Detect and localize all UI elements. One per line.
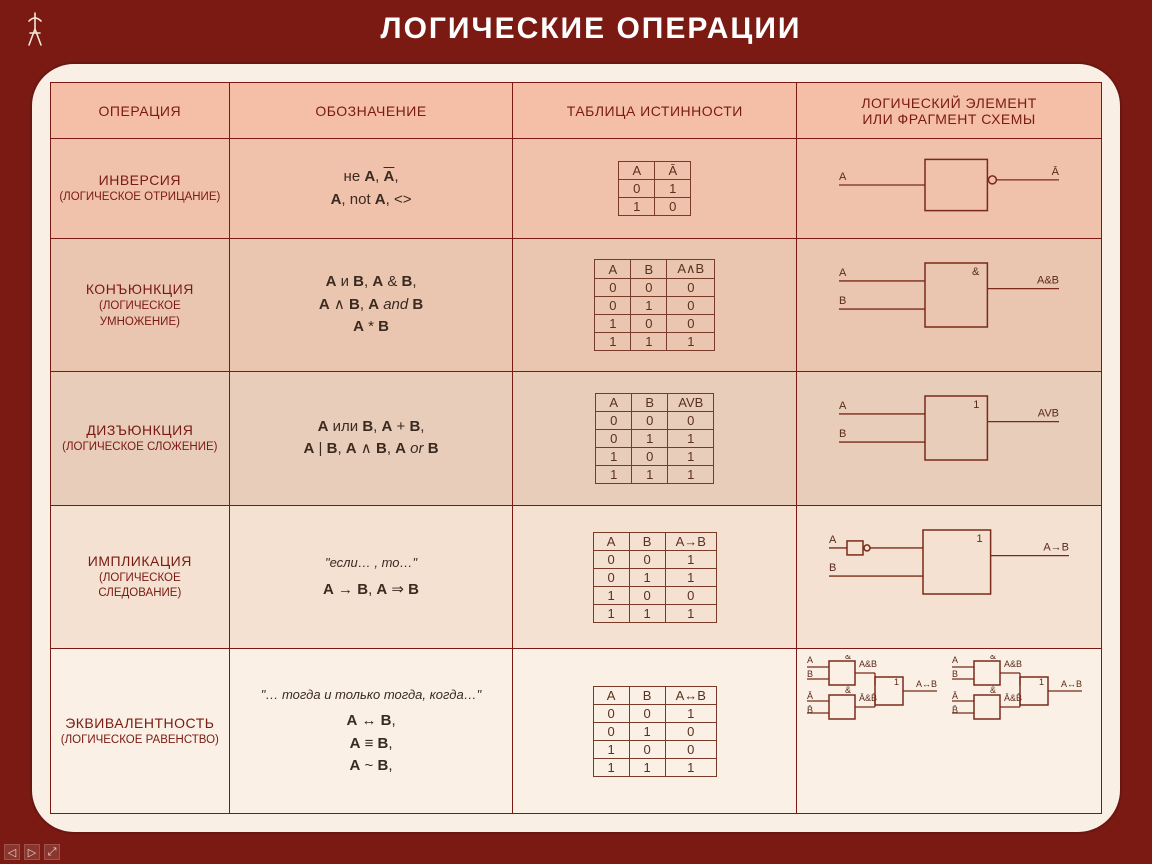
truth-table: ABA∧B000010100111	[594, 259, 715, 351]
operation-row: ИМПЛИКАЦИЯ(ЛОГИЧЕСКОЕ СЛЕДОВАНИЕ)"если… …	[51, 505, 1102, 649]
operations-table: ОПЕРАЦИЯ ОБОЗНАЧЕНИЕ ТАБЛИЦА ИСТИННОСТИ …	[50, 82, 1102, 814]
gate-diagram: 1 A B AVB	[805, 378, 1093, 498]
operation-notation: не A, A,A, not A, <>	[229, 139, 513, 239]
operation-notation: "… тогда и только тогда, когда…" A ↔ B,A …	[229, 649, 513, 814]
col-element: ЛОГИЧЕСКИЙ ЭЛЕМЕНТ ИЛИ ФРАГМЕНТ СХЕМЫ	[797, 83, 1102, 139]
svg-text:Ā: Ā	[952, 691, 958, 701]
col-operation: ОПЕРАЦИЯ	[51, 83, 230, 139]
gate-diagram: &&ABĀB̄A&BĀ&B̄1A↔B&&ABĀB̄A&BĀ&B̄1A↔B	[805, 655, 1093, 807]
svg-text:A: A	[839, 400, 847, 412]
header-row: ОПЕРАЦИЯ ОБОЗНАЧЕНИЕ ТАБЛИЦА ИСТИННОСТИ …	[51, 83, 1102, 139]
operation-row: ИНВЕРСИЯ(ЛОГИЧЕСКОЕ ОТРИЦАНИЕ)не A, A,A,…	[51, 139, 1102, 239]
operation-truth: ABA→B001011100111	[513, 505, 797, 649]
svg-text:A↔B: A↔B	[1061, 679, 1082, 689]
svg-text:B: B	[807, 669, 813, 679]
svg-text:B̄: B̄	[952, 705, 958, 715]
operation-name: ДИЗЪЮНКЦИЯ(ЛОГИЧЕСКОЕ СЛОЖЕНИЕ)	[51, 372, 230, 505]
svg-text:B: B	[952, 669, 958, 679]
op-sub: (ЛОГИЧЕСКОЕ СЛОЖЕНИЕ)	[59, 440, 221, 456]
gate-diagram: 1 A B A→B	[805, 512, 1093, 643]
operation-notation: A или B, A + B,A | B, A ∧ B, A or B	[229, 372, 513, 505]
logo-icon	[20, 8, 50, 50]
op-sub: (ЛОГИЧЕСКОЕ УМНОЖЕНИЕ)	[59, 299, 221, 330]
content-panel: ОПЕРАЦИЯ ОБОЗНАЧЕНИЕ ТАБЛИЦА ИСТИННОСТИ …	[30, 62, 1122, 834]
col-truth: ТАБЛИЦА ИСТИННОСТИ	[513, 83, 797, 139]
operation-row: ДИЗЪЮНКЦИЯ(ЛОГИЧЕСКОЕ СЛОЖЕНИЕ)A или B, …	[51, 372, 1102, 505]
notation-phrase: "… тогда и только тогда, когда…"	[238, 685, 505, 705]
op-main: КОНЪЮНКЦИЯ	[59, 280, 221, 299]
operation-truth: AĀ0110	[513, 139, 797, 239]
operation-gate: 1 A B A→B	[797, 505, 1102, 649]
svg-text:Ā: Ā	[807, 691, 813, 701]
operation-notation: "если… , то…" A → B, A ⇒ B	[229, 505, 513, 649]
operation-gate: 1 A B AVB	[797, 372, 1102, 505]
svg-text:A: A	[839, 171, 847, 183]
truth-table: ABAVB000011101111	[595, 393, 714, 484]
prev-button[interactable]: ◁	[4, 844, 20, 860]
expand-button[interactable]: ⤢	[44, 844, 60, 860]
svg-text:A&B: A&B	[1037, 275, 1059, 287]
op-sub: (ЛОГИЧЕСКОЕ РАВЕНСТВО)	[59, 733, 221, 749]
svg-text:1: 1	[1039, 677, 1044, 687]
svg-text:A&B: A&B	[859, 659, 877, 669]
svg-text:1: 1	[973, 399, 979, 411]
svg-text:B: B	[839, 295, 846, 307]
op-main: ИНВЕРСИЯ	[59, 171, 221, 190]
header: ЛОГИЧЕСКИЕ ОПЕРАЦИИ	[0, 0, 1152, 58]
svg-text:&: &	[972, 266, 980, 278]
op-main: ЭКВИВАЛЕНТНОСТЬ	[59, 714, 221, 733]
svg-text:A: A	[807, 655, 813, 665]
next-button[interactable]: ▷	[24, 844, 40, 860]
operation-row: ЭКВИВАЛЕНТНОСТЬ(ЛОГИЧЕСКОЕ РАВЕНСТВО)"… …	[51, 649, 1102, 814]
notation-symbols: A ↔ B,A ≡ B,A ~ B,	[238, 710, 505, 778]
gate-diagram: & A B A&B	[805, 245, 1093, 365]
svg-text:&: &	[845, 685, 851, 695]
operation-truth: ABAVB000011101111	[513, 372, 797, 505]
svg-text:B: B	[839, 428, 846, 440]
operation-name: ИНВЕРСИЯ(ЛОГИЧЕСКОЕ ОТРИЦАНИЕ)	[51, 139, 230, 239]
svg-text:A: A	[829, 534, 837, 546]
operation-gate: & A B A&B	[797, 239, 1102, 372]
nav-controls: ◁ ▷ ⤢	[4, 844, 60, 860]
operation-gate: AĀ	[797, 139, 1102, 239]
operation-name: КОНЪЮНКЦИЯ(ЛОГИЧЕСКОЕ УМНОЖЕНИЕ)	[51, 239, 230, 372]
svg-text:A↔B: A↔B	[916, 679, 937, 689]
truth-table: ABA↔B001010100111	[593, 686, 717, 777]
svg-text:A: A	[839, 267, 847, 279]
notation-symbols: A и B, A & B,A ∧ B, A and BA * B	[238, 271, 505, 339]
operation-gate: &&ABĀB̄A&BĀ&B̄1A↔B&&ABĀB̄A&BĀ&B̄1A↔B	[797, 649, 1102, 814]
svg-text:AVB: AVB	[1038, 408, 1059, 420]
svg-text:&: &	[990, 685, 996, 695]
operation-truth: ABA∧B000010100111	[513, 239, 797, 372]
op-main: ДИЗЪЮНКЦИЯ	[59, 421, 221, 440]
notation-symbols: A → B, A ⇒ B	[238, 579, 505, 602]
operation-truth: ABA↔B001010100111	[513, 649, 797, 814]
svg-text:1: 1	[977, 533, 983, 545]
operation-notation: A и B, A & B,A ∧ B, A and BA * B	[229, 239, 513, 372]
op-sub: (ЛОГИЧЕСКОЕ СЛЕДОВАНИЕ)	[59, 571, 221, 602]
notation-symbols: A или B, A + B,A | B, A ∧ B, A or B	[238, 416, 505, 461]
operation-name: ИМПЛИКАЦИЯ(ЛОГИЧЕСКОЕ СЛЕДОВАНИЕ)	[51, 505, 230, 649]
svg-text:&: &	[845, 655, 851, 661]
notation-symbols: не A, A,A, not A, <>	[238, 166, 505, 211]
truth-table: AĀ0110	[618, 161, 691, 216]
page-title: ЛОГИЧЕСКИЕ ОПЕРАЦИИ	[50, 12, 1132, 46]
svg-text:&: &	[990, 655, 996, 661]
gate-diagram: AĀ	[805, 145, 1093, 232]
svg-text:B: B	[829, 562, 836, 574]
svg-text:B̄: B̄	[807, 705, 813, 715]
operation-row: КОНЪЮНКЦИЯ(ЛОГИЧЕСКОЕ УМНОЖЕНИЕ)A и B, A…	[51, 239, 1102, 372]
svg-text:A: A	[952, 655, 958, 665]
svg-text:A&B: A&B	[1004, 659, 1022, 669]
op-main: ИМПЛИКАЦИЯ	[59, 552, 221, 571]
notation-phrase: "если… , то…"	[238, 553, 505, 573]
svg-text:A→B: A→B	[1043, 541, 1069, 553]
op-sub: (ЛОГИЧЕСКОЕ ОТРИЦАНИЕ)	[59, 190, 221, 206]
svg-text:1: 1	[894, 677, 899, 687]
operation-name: ЭКВИВАЛЕНТНОСТЬ(ЛОГИЧЕСКОЕ РАВЕНСТВО)	[51, 649, 230, 814]
truth-table: ABA→B001011100111	[593, 532, 717, 623]
col-notation: ОБОЗНАЧЕНИЕ	[229, 83, 513, 139]
svg-text:Ā: Ā	[1052, 166, 1060, 178]
